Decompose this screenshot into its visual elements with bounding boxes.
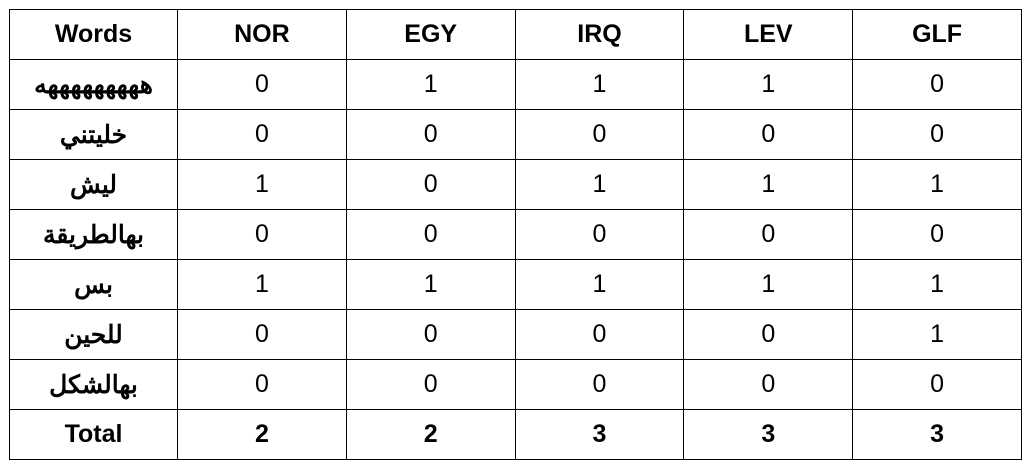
value-cell: 0 [345,109,516,160]
dialect-word-table: Words NOR EGY IRQ LEV GLF هههههههههه 0 1… [9,9,1022,460]
word-cell: بهالطريقة [9,209,178,260]
value-cell: 0 [177,359,347,410]
value-cell: 0 [852,209,1022,260]
total-value: 2 [345,409,516,460]
header-row: Words NOR EGY IRQ LEV GLF [9,9,1022,60]
value-cell: 1 [683,259,854,310]
value-cell: 1 [345,59,516,110]
table-row: بهالطريقة 0 0 0 0 0 [9,209,1022,260]
value-cell: 1 [177,159,347,210]
table-row: ليش 1 0 1 1 1 [9,159,1022,210]
value-cell: 0 [683,359,854,410]
header-words: Words [9,9,178,60]
table-row: بهالشكل 0 0 0 0 0 [9,359,1022,410]
table-row: خليتني 0 0 0 0 0 [9,109,1022,160]
header-lev: LEV [683,9,854,60]
word-cell: بس [9,259,178,310]
value-cell: 0 [177,309,347,360]
value-cell: 1 [683,59,854,110]
value-cell: 0 [177,209,347,260]
total-value: 2 [177,409,347,460]
table-row: هههههههههه 0 1 1 1 0 [9,59,1022,110]
value-cell: 0 [683,209,854,260]
value-cell: 0 [514,109,685,160]
word-cell: ليش [9,159,178,210]
total-value: 3 [683,409,854,460]
value-cell: 1 [177,259,347,310]
header-irq: IRQ [514,9,685,60]
value-cell: 1 [852,159,1022,210]
total-row: Total 2 2 3 3 3 [9,409,1022,460]
value-cell: 0 [514,309,685,360]
value-cell: 0 [683,309,854,360]
word-cell: خليتني [9,109,178,160]
header-nor: NOR [177,9,347,60]
header-egy: EGY [345,9,516,60]
value-cell: 0 [852,359,1022,410]
value-cell: 0 [345,209,516,260]
table-row: للحين 0 0 0 0 1 [9,309,1022,360]
total-label: Total [9,409,178,460]
value-cell: 1 [852,259,1022,310]
value-cell: 1 [683,159,854,210]
value-cell: 1 [514,259,685,310]
value-cell: 0 [177,109,347,160]
value-cell: 1 [852,309,1022,360]
word-cell: بهالشكل [9,359,178,410]
value-cell: 0 [514,209,685,260]
total-value: 3 [514,409,685,460]
value-cell: 1 [514,159,685,210]
header-glf: GLF [852,9,1022,60]
total-value: 3 [852,409,1022,460]
word-cell: للحين [9,309,178,360]
value-cell: 0 [514,359,685,410]
value-cell: 0 [852,59,1022,110]
value-cell: 0 [177,59,347,110]
value-cell: 1 [345,259,516,310]
value-cell: 0 [852,109,1022,160]
value-cell: 0 [345,309,516,360]
table-row: بس 1 1 1 1 1 [9,259,1022,310]
value-cell: 0 [683,109,854,160]
value-cell: 0 [345,359,516,410]
value-cell: 1 [514,59,685,110]
word-cell: هههههههههه [9,59,178,110]
value-cell: 0 [345,159,516,210]
